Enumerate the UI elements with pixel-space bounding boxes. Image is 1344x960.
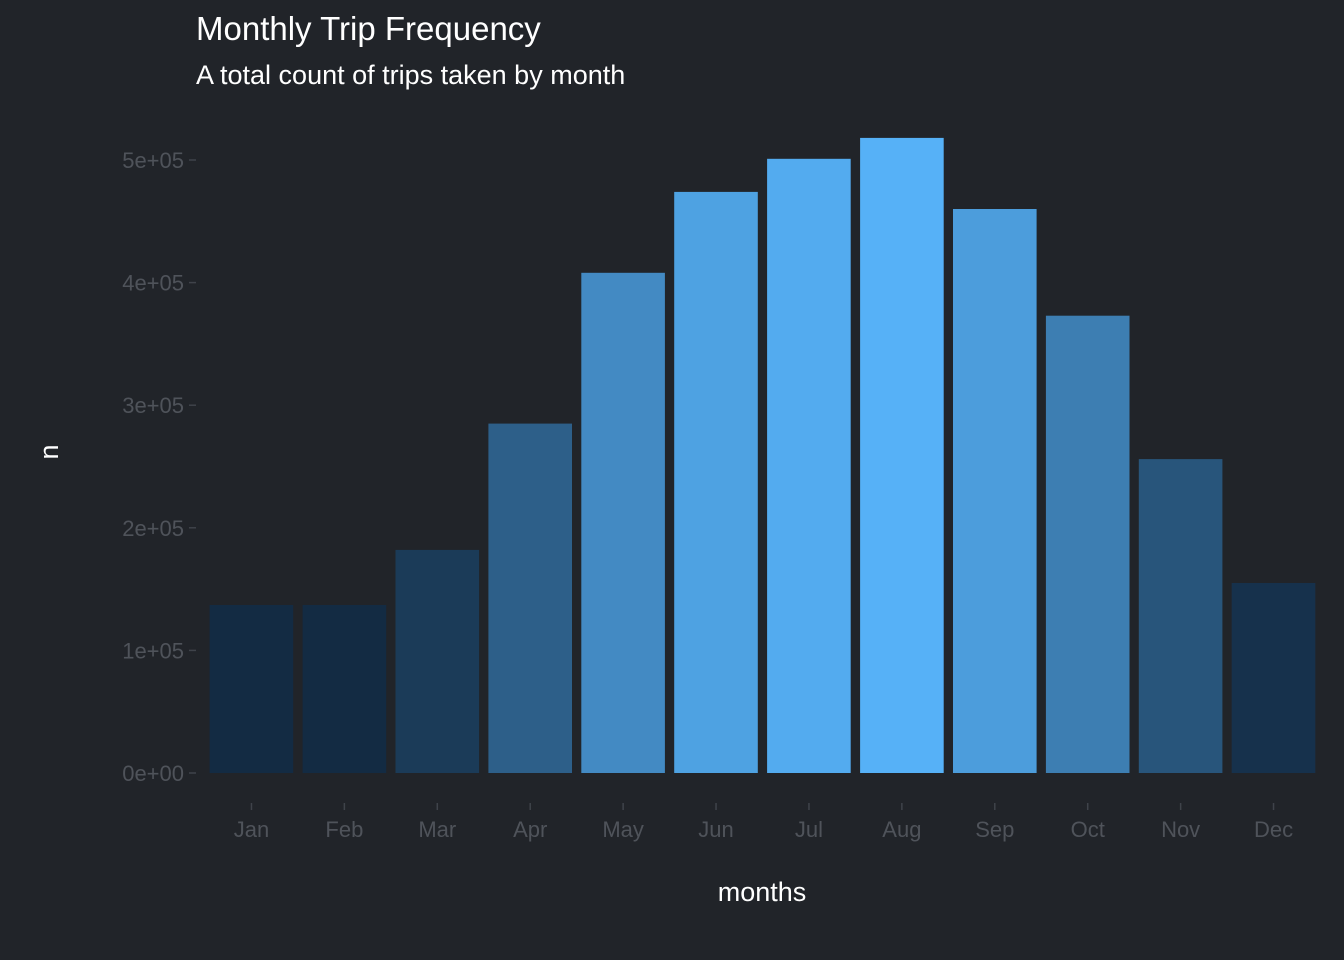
x-tick-label: Feb	[325, 817, 363, 842]
bar-oct	[1045, 315, 1130, 773]
bar-sep	[953, 209, 1037, 773]
x-tick-label: Aug	[882, 817, 921, 842]
bar-nov	[1138, 459, 1223, 773]
y-tick-label: 2e+05	[122, 516, 184, 541]
bar-dec	[1231, 583, 1316, 773]
x-tick-label: Sep	[975, 817, 1014, 842]
x-axis: Jan Feb Mar Apr May Jun Jul Aug Sep Oct Nov Dec	[234, 803, 1293, 842]
bars-group	[209, 137, 1316, 774]
bar-mar	[395, 549, 480, 773]
x-tick-label: Jul	[795, 817, 823, 842]
y-axis-title: n	[34, 444, 64, 459]
bar-feb	[302, 605, 387, 773]
y-tick-label: 3e+05	[122, 393, 184, 418]
x-tick-label: Oct	[1071, 817, 1105, 842]
bar-jul	[767, 158, 851, 774]
bar-aug	[860, 137, 944, 773]
bar-apr	[488, 423, 572, 773]
y-tick-label: 1e+05	[122, 638, 184, 663]
y-axis: 0e+00 1e+05 2e+05 3e+05 4e+05 5e+05	[122, 148, 196, 786]
bar-may	[581, 272, 665, 773]
x-tick-label: Jun	[698, 817, 733, 842]
y-tick-label: 4e+05	[122, 271, 184, 296]
chart-subtitle: A total count of trips taken by month	[196, 60, 625, 90]
x-tick-label: Apr	[513, 817, 547, 842]
y-tick-label: 0e+00	[122, 761, 184, 786]
x-axis-title: months	[718, 877, 807, 907]
y-tick-label: 5e+05	[122, 148, 184, 173]
x-tick-label: Dec	[1254, 817, 1293, 842]
chart-title: Monthly Trip Frequency	[196, 10, 541, 47]
x-tick-label: Mar	[418, 817, 456, 842]
x-tick-label: May	[602, 817, 644, 842]
bar-jan	[209, 605, 294, 773]
bar-jun	[674, 191, 758, 773]
x-tick-label: Nov	[1161, 817, 1200, 842]
x-tick-label: Jan	[234, 817, 269, 842]
